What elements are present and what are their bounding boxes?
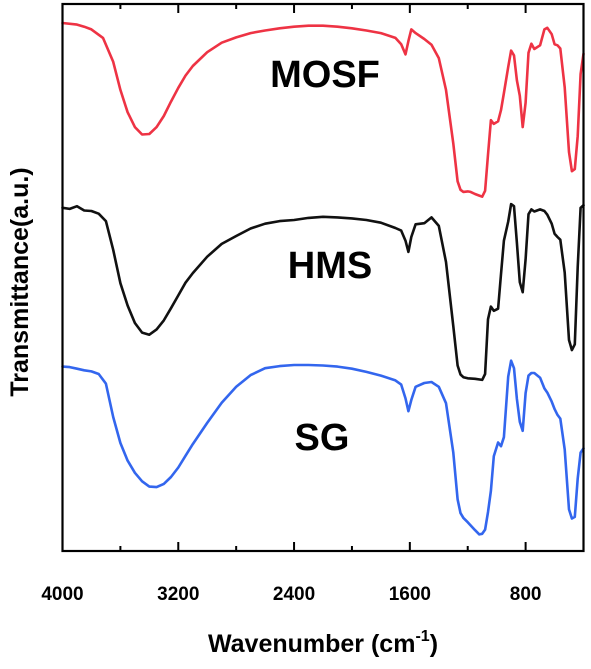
series-line-sg (61, 359, 585, 536)
series-labels-layer: MOSF HMS SG (270, 54, 380, 459)
x-tick-label-2400: 2400 (273, 584, 315, 605)
x-axis-label: Wavenumber (cm-1) (208, 628, 438, 658)
plot-frame (61, 2, 585, 553)
series-label-sg: SG (295, 417, 350, 459)
series-line-hms (61, 202, 585, 382)
series-label-hms: HMS (288, 245, 372, 287)
plot-series-layer (61, 21, 585, 536)
series-label-mosf: MOSF (270, 54, 380, 96)
x-tick-label-800: 800 (510, 584, 542, 605)
x-tick-labels: 4000 3200 2400 1600 800 (41, 584, 541, 605)
x-ticks (61, 4, 585, 551)
x-tick-label-4000: 4000 (41, 584, 83, 605)
x-tick-label-1600: 1600 (389, 584, 431, 605)
series-line-mosf (61, 21, 585, 198)
y-axis-label: Transmittance(a.u.) (6, 167, 34, 396)
x-tick-label-3200: 3200 (157, 584, 199, 605)
